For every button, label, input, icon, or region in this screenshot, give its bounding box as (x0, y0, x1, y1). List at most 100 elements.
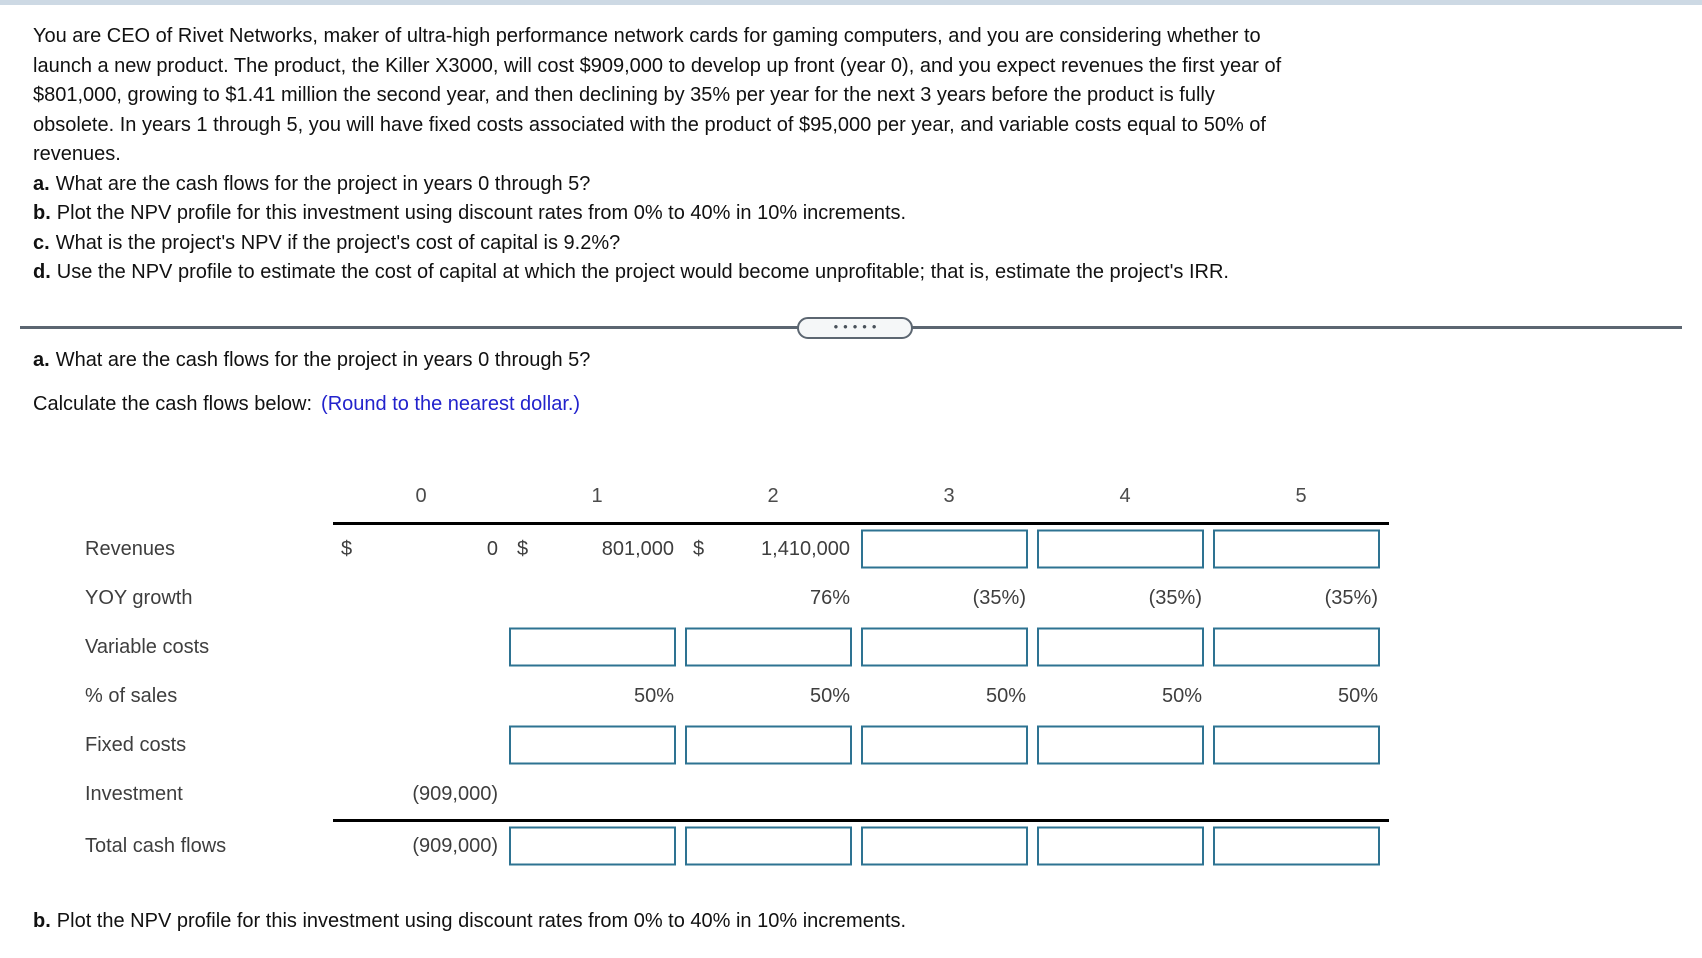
total-cash-flow-year-4-input[interactable] (1037, 826, 1204, 866)
dollar-sign: $ (517, 537, 529, 560)
revenues-year-0: $0 (333, 525, 509, 574)
fixed-year-2 (685, 721, 861, 770)
divider-drag-handle[interactable]: ••••• (797, 316, 913, 339)
fixed-costs-year-2-input[interactable] (685, 725, 852, 765)
row-label: Total cash flows (85, 834, 227, 857)
cell-value: (35%) (1324, 586, 1378, 609)
dollar-sign: $ (693, 537, 705, 560)
fixed-costs-year-3-input[interactable] (861, 725, 1028, 765)
fixed-year-0 (333, 721, 509, 770)
question-letter: c. (33, 231, 50, 254)
year-header-1: 1 (591, 485, 603, 507)
cell-value: 50% (1337, 684, 1378, 707)
part-a-heading: a. What are the cash flows for the projec… (33, 346, 1677, 376)
variable-costs-year-2-input[interactable] (685, 627, 852, 667)
instruction-text: Calculate the cash flows below: (33, 393, 313, 415)
part-b-letter: b. (33, 909, 51, 932)
revenues-year-4-input[interactable] (1037, 529, 1204, 569)
table-row-fixed-costs: Fixed costs (33, 721, 1677, 770)
question-text: What is the project's NPV if the project… (55, 231, 621, 254)
total-cash-flow-year-3-input[interactable] (861, 826, 1028, 866)
part-b-heading: b. Plot the NPV profile for this investme… (33, 907, 1677, 937)
variable-costs-year-5-input[interactable] (1213, 627, 1380, 667)
problem-text-line: $801,000, growing to $1.41 million the s… (33, 84, 1215, 106)
total-cash-flow-year-2-input[interactable] (685, 826, 852, 866)
part-b-question: Plot the NPV profile for this investment… (56, 909, 907, 932)
yoy-year-4: (35%) (1037, 574, 1213, 623)
cash-flow-table: 0 1 2 3 4 5 Revenues $0 $801,000 $1,410,… (33, 482, 1677, 871)
cell-value: (35%) (972, 586, 1026, 609)
cell-value: 801,000 (601, 537, 674, 560)
variable-year-0 (333, 623, 509, 672)
variable-year-5 (1213, 623, 1389, 672)
rounding-note: (Round to the nearest dollar.) (321, 393, 581, 415)
variable-year-2 (685, 623, 861, 672)
table-row-revenues: Revenues $0 $801,000 $1,410,000 (33, 525, 1677, 574)
fixed-costs-year-1-input[interactable] (509, 725, 676, 765)
year-header-2: 2 (767, 485, 779, 507)
investment-year-1 (509, 770, 685, 819)
row-label: Investment (85, 782, 183, 805)
table-row-investment: Investment (909,000) (33, 770, 1677, 819)
question-d: d. Use the NPV profile to estimate the co… (33, 258, 1677, 288)
total-year-5 (1213, 822, 1389, 871)
pct-sales-year-1: 50% (509, 672, 685, 721)
yoy-year-1 (509, 574, 685, 623)
problem-statement: You are CEO of Rivet Networks, maker of … (33, 22, 1677, 170)
total-cash-flow-year-1-input[interactable] (509, 826, 676, 866)
cell-value: 50% (809, 684, 850, 707)
question-letter: a. (33, 172, 50, 195)
table-header-row: 0 1 2 3 4 5 (33, 482, 1677, 512)
fixed-year-1 (509, 721, 685, 770)
calculation-instruction: Calculate the cash flows below: (Round to… (33, 390, 1677, 420)
row-label: Fixed costs (85, 733, 187, 756)
question-list: a. What are the cash flows for the projec… (33, 170, 1677, 288)
cell-value: 50% (985, 684, 1026, 707)
total-year-2 (685, 822, 861, 871)
top-border-strip (0, 0, 1702, 5)
total-year-4 (1037, 822, 1213, 871)
variable-year-3 (861, 623, 1037, 672)
row-label: % of sales (85, 684, 178, 707)
fixed-costs-year-5-input[interactable] (1213, 725, 1380, 765)
variable-year-4 (1037, 623, 1213, 672)
investment-year-4 (1037, 770, 1213, 819)
total-cash-flow-year-5-input[interactable] (1213, 826, 1380, 866)
yoy-year-5: (35%) (1213, 574, 1389, 623)
variable-costs-year-4-input[interactable] (1037, 627, 1204, 667)
part-a-letter: a. (33, 348, 50, 371)
problem-page: You are CEO of Rivet Networks, maker of … (0, 22, 1702, 936)
fixed-costs-year-4-input[interactable] (1037, 725, 1204, 765)
variable-costs-year-3-input[interactable] (861, 627, 1028, 667)
table-row-variable-costs: Variable costs (33, 623, 1677, 672)
fixed-year-3 (861, 721, 1037, 770)
question-text: What are the cash flows for the project … (55, 172, 591, 195)
cell-value: 50% (1161, 684, 1202, 707)
revenues-year-3 (861, 525, 1037, 574)
yoy-year-2: 76% (685, 574, 861, 623)
total-year-3 (861, 822, 1037, 871)
pct-sales-year-2: 50% (685, 672, 861, 721)
cell-value: (909,000) (412, 834, 498, 857)
problem-text-line: launch a new product. The product, the K… (33, 54, 1282, 77)
revenues-year-4 (1037, 525, 1213, 574)
revenues-year-1: $801,000 (509, 525, 685, 574)
cell-value: 76% (809, 586, 850, 609)
pct-sales-year-5: 50% (1213, 672, 1389, 721)
fixed-year-5 (1213, 721, 1389, 770)
ellipsis-dots-icon: ••••• (833, 319, 882, 334)
revenues-year-5 (1213, 525, 1389, 574)
investment-year-2 (685, 770, 861, 819)
yoy-year-3: (35%) (861, 574, 1037, 623)
revenues-year-3-input[interactable] (861, 529, 1028, 569)
cell-value: 50% (633, 684, 674, 707)
pct-sales-year-3: 50% (861, 672, 1037, 721)
revenues-year-5-input[interactable] (1213, 529, 1380, 569)
variable-costs-year-1-input[interactable] (509, 627, 676, 667)
row-label: Variable costs (85, 635, 210, 658)
question-c: c. What is the project's NPV if the proje… (33, 229, 1677, 259)
problem-text-line: revenues. (33, 143, 121, 165)
fixed-year-4 (1037, 721, 1213, 770)
section-divider: ••••• (20, 316, 1682, 340)
year-header-3: 3 (943, 485, 955, 507)
